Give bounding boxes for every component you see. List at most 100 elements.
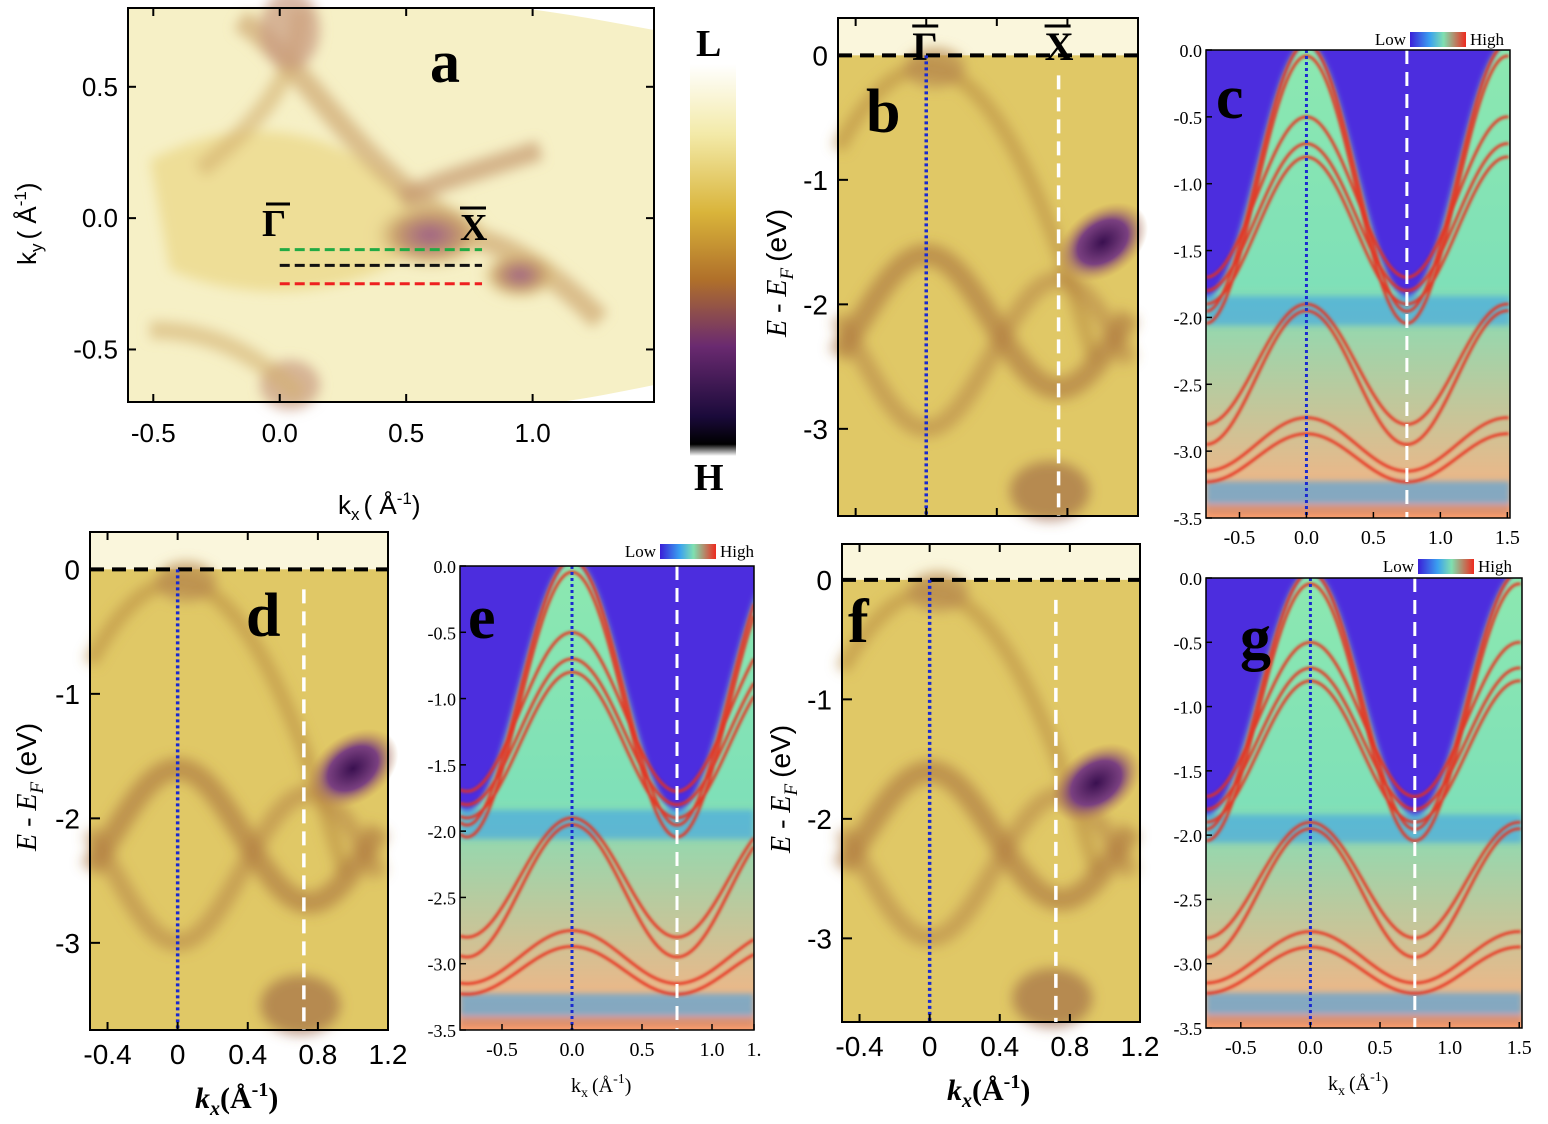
- bottom-strip: [1206, 1015, 1522, 1028]
- ylabel-a-exp: -1: [11, 191, 30, 206]
- ytick-label: -2.0: [1174, 308, 1203, 328]
- frame: [1205, 577, 1523, 1029]
- xlabel-close: ): [625, 1075, 632, 1097]
- xtick-label: -0.5: [1224, 527, 1256, 549]
- ytick-label: -3.0: [1174, 955, 1203, 975]
- ylabel-a-close: ): [12, 182, 42, 191]
- xlabel-a-main: k: [338, 490, 352, 520]
- cone-band: [1206, 54, 1509, 325]
- panel-b: 0 -1 -2 -3 b E - EF (eV) Γ X: [761, 17, 1149, 522]
- ylabel-sub: F: [777, 267, 798, 280]
- band-line: [1206, 945, 1521, 995]
- xlabel-sub: x: [961, 1090, 972, 1112]
- ylabel-main: E - E: [762, 279, 793, 338]
- band-line: [1206, 416, 1509, 473]
- xtick-label: 1.2: [369, 1039, 408, 1070]
- calc-features: [460, 566, 754, 1030]
- panel-d: 0-1-2-3-0.4 0 0.4 0.8 1.2dE - EF(eV)kx(Å-1): [11, 531, 408, 1120]
- ytick-label: -2.5: [428, 888, 457, 908]
- panel-f: 0-1-2-3-0.4 0 0.4 0.8 1.2fE - EF(eV)kx(Å-1): [765, 543, 1159, 1112]
- ytick-label: -1.5: [1174, 762, 1203, 782]
- panel-c: 0.0 -0.5 -1.0 -1.5 -2.0 -2.5 -3.0 -3.5 -0.5 0.0 0.…: [1174, 30, 1520, 549]
- band-line: [1206, 155, 1509, 306]
- frame: [89, 531, 389, 1031]
- xlabel-close: ): [1020, 1074, 1030, 1107]
- frame: [1205, 49, 1511, 519]
- ytick-label: -1.0: [1174, 175, 1203, 195]
- ytick-label: -1.0: [1174, 698, 1203, 718]
- ytick-label-a: 0.5: [82, 72, 118, 102]
- cone-band: [1206, 50, 1500, 313]
- ylabel: E - EF (eV): [765, 725, 802, 854]
- ytick-label: -0.5: [428, 623, 457, 643]
- above-fermi-region: [842, 544, 1140, 580]
- ytick-label-a: 0.0: [82, 203, 118, 233]
- xlabel-a-close: ): [412, 490, 421, 520]
- xtick-label-a: 0.5: [388, 418, 424, 448]
- band-lines: [1206, 50, 1509, 484]
- band-line: [1206, 302, 1509, 426]
- xlabel: kx (Å-1): [1328, 1070, 1388, 1099]
- band-3: [830, 270, 1138, 439]
- xlabel-main: k: [947, 1074, 962, 1107]
- band-line: [460, 823, 754, 959]
- xtick-label: 1.5: [1495, 527, 1520, 549]
- purple-pocket: [1057, 202, 1149, 283]
- xlabel-a-exp: -1: [397, 489, 412, 508]
- panel-g: 0.0 -0.5 -1.0 -1.5 -2.0 -2.5 -3.0 -3.5 -0.5 0.0 0.…: [1174, 557, 1532, 1099]
- gamma-hotspot: [905, 47, 966, 88]
- band-2: [828, 243, 1139, 401]
- ytick-label: -0.5: [1174, 633, 1203, 653]
- ytick-label: -3.0: [428, 955, 457, 975]
- xlabel-unit: (Å: [972, 1074, 1004, 1107]
- xtick-label: 0.0: [1294, 527, 1319, 549]
- bottom-hotspot: [1009, 461, 1090, 522]
- xlabel-exp: -1: [613, 1072, 625, 1087]
- ytick-label: -1.5: [428, 756, 457, 776]
- xlabel-sub: x: [209, 1098, 220, 1120]
- high-symmetry-label: X: [1045, 24, 1074, 69]
- band-1: [83, 574, 351, 876]
- ylabel: E - EF (eV): [761, 209, 798, 338]
- band-lines: [460, 566, 754, 996]
- legend-bar: [1410, 32, 1466, 47]
- xtick-label-a: -0.5: [131, 418, 176, 448]
- legend-high: High: [720, 542, 755, 561]
- xlabel-sub: x: [581, 1086, 588, 1101]
- xtick-label-a: 1.0: [515, 418, 551, 448]
- xlabel-exp: -1: [1370, 1070, 1382, 1085]
- xtick-label: -0.4: [835, 1031, 883, 1062]
- ytick-label: -2.0: [1174, 826, 1203, 846]
- ylabel-main: E - E: [766, 795, 797, 854]
- ylabel-a-unit: ( Å: [12, 206, 42, 240]
- xtick-label: 0.5: [1368, 1037, 1393, 1059]
- legend-high: High: [1470, 30, 1505, 49]
- xtick-label: 0.8: [298, 1039, 337, 1070]
- above-fermi-region: [838, 18, 1138, 56]
- ytick-label: -1: [55, 679, 80, 710]
- ytick-label: -2: [803, 289, 828, 320]
- bottom-hotspot: [260, 975, 341, 1036]
- frame: [837, 17, 1139, 517]
- purple-pocket: [307, 728, 399, 809]
- xlabel-sub: x: [1338, 1084, 1345, 1099]
- ytick-label: 0: [812, 40, 828, 71]
- ytick-label: -3: [803, 414, 828, 445]
- xtick-label: 1.0: [1428, 527, 1453, 549]
- ytick-label: -3: [55, 928, 80, 959]
- calc-image: [1206, 50, 1510, 518]
- frame: [841, 543, 1141, 1023]
- gamma-label-a: Γ: [262, 203, 286, 245]
- colorbar-bottom-label: H: [694, 457, 724, 499]
- band-1: [835, 584, 1103, 875]
- band-features: [80, 561, 389, 1036]
- band-line: [1206, 640, 1521, 799]
- panel-label: e: [468, 584, 496, 652]
- ytick-label: -2: [807, 804, 832, 835]
- xtick-label: 0.5: [630, 1039, 655, 1061]
- gamma-hotspot: [156, 561, 217, 602]
- colorbar-top-label: L: [696, 23, 721, 65]
- frame: [459, 565, 755, 1031]
- ytick-label: -3.5: [1174, 509, 1203, 529]
- ylabel-sub: F: [781, 783, 802, 796]
